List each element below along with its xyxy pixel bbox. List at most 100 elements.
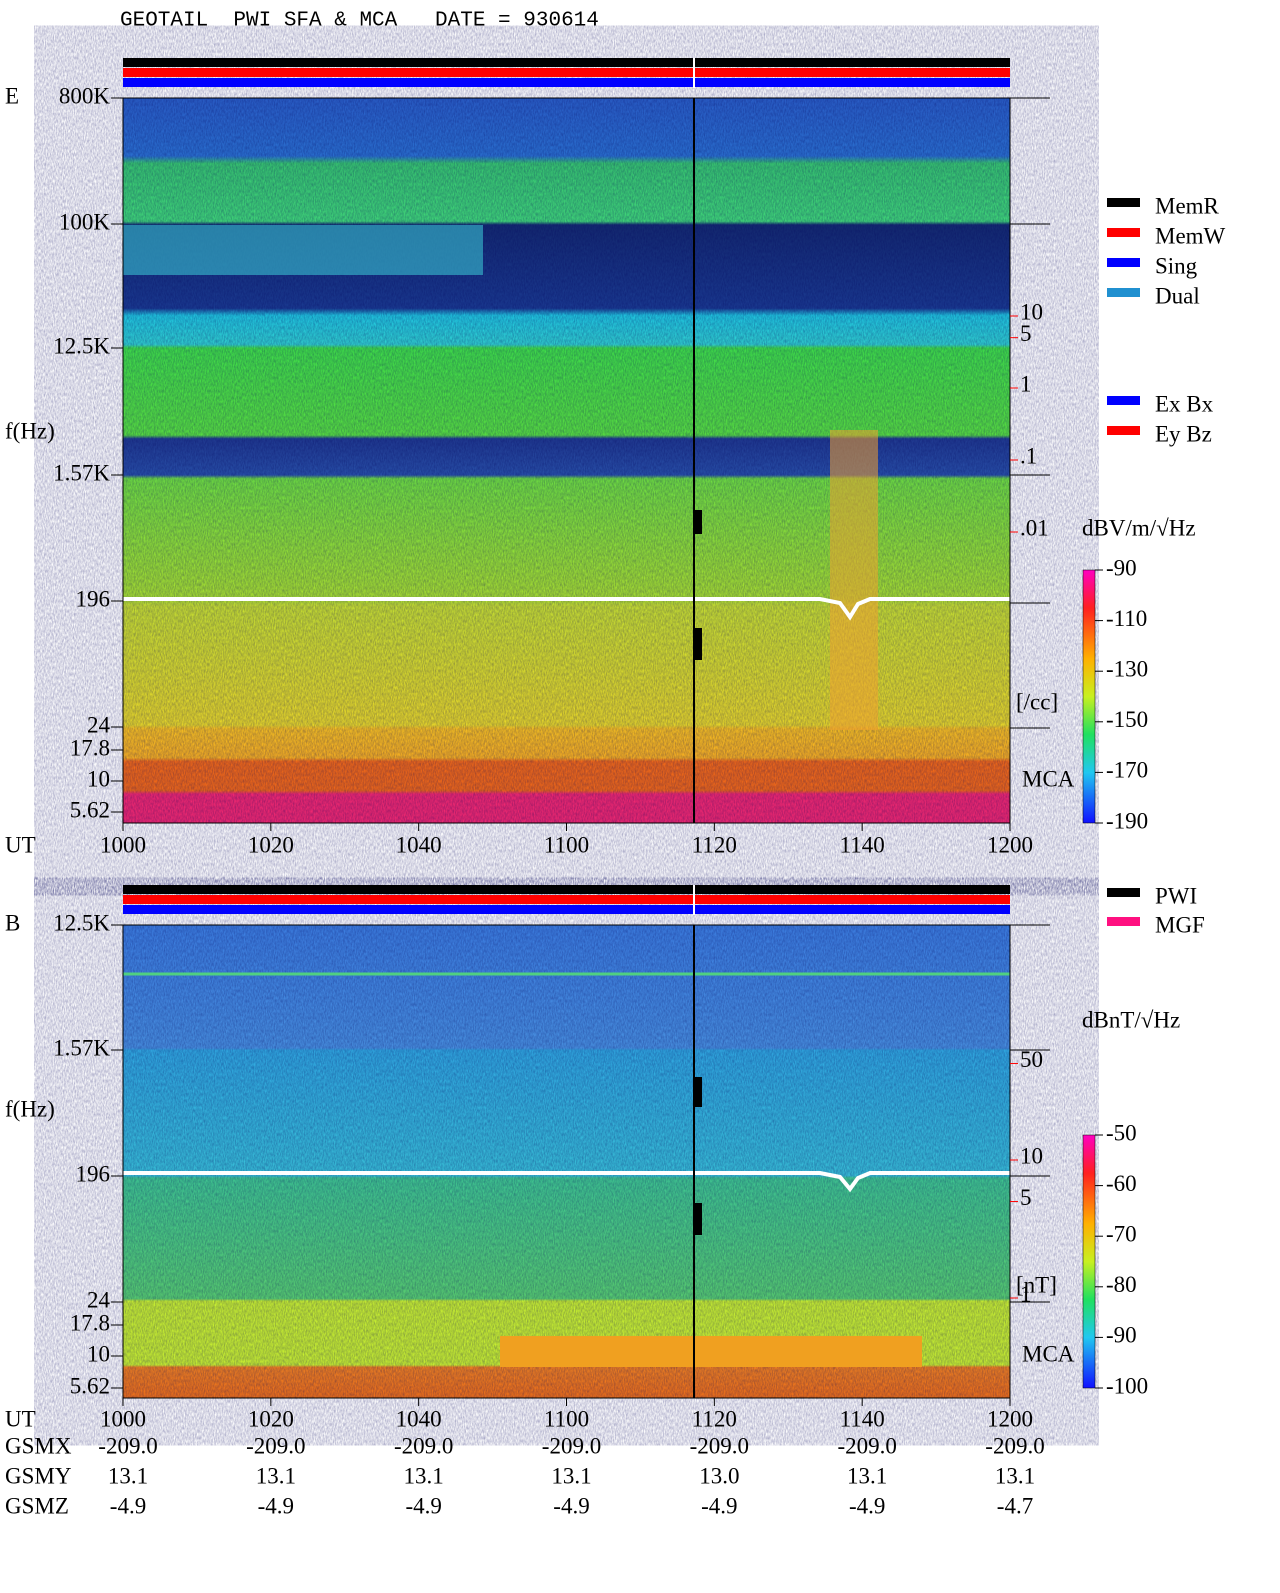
x-tick-label: 1100 bbox=[544, 832, 589, 857]
y-tick-label: 800K bbox=[59, 83, 111, 108]
density-tick-label: 1 bbox=[1020, 371, 1032, 396]
x-tick-label: 1020 bbox=[248, 1406, 294, 1431]
y-tick-label: 24 bbox=[87, 1287, 111, 1312]
status-bar bbox=[123, 58, 1010, 67]
orbit-value: -4.9 bbox=[110, 1493, 146, 1518]
colorbar-tick-label: -100 bbox=[1106, 1373, 1148, 1398]
x-tick-label: 1000 bbox=[100, 832, 146, 857]
density-tick-label: 1 bbox=[1020, 1281, 1032, 1306]
status-bar bbox=[123, 68, 1010, 77]
legend-swatch bbox=[1107, 288, 1140, 297]
legend-label: Ex Bx bbox=[1155, 391, 1214, 416]
colorbar-tick-label: -70 bbox=[1106, 1221, 1137, 1246]
plasma-line bbox=[123, 597, 1010, 621]
colorbar-tick-label: -170 bbox=[1106, 758, 1148, 783]
y-axis-label: f(Hz) bbox=[5, 1096, 55, 1121]
orbit-value: 13.1 bbox=[404, 1463, 444, 1488]
legend-swatch bbox=[1107, 426, 1140, 435]
panel-label: E bbox=[5, 83, 19, 108]
legend-label: Ey Bz bbox=[1155, 421, 1212, 446]
legend-label: MemR bbox=[1155, 193, 1220, 218]
status-bar bbox=[123, 905, 1010, 914]
mca-label: MCA bbox=[1022, 1341, 1075, 1366]
orbit-value: -209.0 bbox=[985, 1433, 1044, 1458]
density-tick-label: .1 bbox=[1020, 443, 1037, 468]
data-gap bbox=[693, 1203, 702, 1235]
y-tick-label: 5.62 bbox=[70, 1373, 110, 1398]
legend-swatch bbox=[1107, 396, 1140, 405]
density-tick-label: 5 bbox=[1020, 1185, 1032, 1210]
colorbar bbox=[1082, 569, 1096, 824]
orbit-value: 13.1 bbox=[551, 1463, 591, 1488]
x-tick-label: 1020 bbox=[248, 832, 294, 857]
x-tick-label: 1100 bbox=[544, 1406, 589, 1431]
density-unit: [/cc] bbox=[1016, 689, 1058, 714]
spectrogram-feature bbox=[123, 225, 483, 275]
y-axis-label: f(Hz) bbox=[5, 418, 55, 443]
x-tick-label: 1140 bbox=[840, 832, 885, 857]
legend-swatch bbox=[1107, 258, 1140, 267]
colorbar-tick-label: -90 bbox=[1106, 1323, 1137, 1348]
density-tick-label: 5 bbox=[1020, 321, 1032, 346]
orbit-value: -209.0 bbox=[394, 1433, 453, 1458]
data-gap bbox=[693, 1077, 702, 1107]
y-tick-label: 12.5K bbox=[53, 333, 110, 358]
colorbar-unit: dBV/m/√Hz bbox=[1082, 515, 1196, 540]
x-tick-label: 1200 bbox=[987, 1406, 1033, 1431]
orbit-value: -4.9 bbox=[701, 1493, 737, 1518]
x-axis-label: UT bbox=[5, 832, 36, 857]
colorbar-tick-label: -190 bbox=[1106, 808, 1148, 833]
legend-swatch bbox=[1107, 228, 1140, 237]
x-tick-label: 1120 bbox=[692, 1406, 737, 1431]
y-tick-label: 12.5K bbox=[53, 910, 110, 935]
status-bar bbox=[123, 885, 1010, 894]
title: GEOTAIL PWI SFA & MCA DATE = 930614 bbox=[120, 10, 599, 33]
colorbar-tick-label: -50 bbox=[1106, 1120, 1137, 1145]
y-tick-label: 196 bbox=[76, 586, 111, 611]
orbit-value: -209.0 bbox=[837, 1433, 896, 1458]
x-tick-label: 1040 bbox=[396, 832, 442, 857]
legend-label: Sing bbox=[1155, 253, 1198, 278]
orbit-value: -209.0 bbox=[542, 1433, 601, 1458]
y-tick-label: 1.57K bbox=[53, 1035, 110, 1060]
orbit-label: GSMY bbox=[5, 1463, 72, 1488]
spectrogram-feature bbox=[500, 1336, 922, 1367]
panel-label: B bbox=[5, 910, 20, 935]
y-tick-label: 10 bbox=[87, 766, 110, 791]
density-tick-label: 50 bbox=[1020, 1047, 1043, 1072]
density-tick-label: 10 bbox=[1020, 1143, 1043, 1168]
legend-swatch bbox=[1107, 917, 1140, 926]
colorbar-tick-label: -90 bbox=[1106, 555, 1137, 580]
colorbar-tick-label: -60 bbox=[1106, 1171, 1137, 1196]
orbit-value: 13.1 bbox=[108, 1463, 148, 1488]
density-tick-label: 10 bbox=[1020, 299, 1043, 324]
y-tick-label: 196 bbox=[76, 1161, 111, 1186]
orbit-label: GSMZ bbox=[5, 1493, 69, 1518]
legend-label: MGF bbox=[1155, 912, 1205, 937]
orbit-value: -4.9 bbox=[258, 1493, 294, 1518]
x-tick-label: 1120 bbox=[692, 832, 737, 857]
x-tick-label: 1000 bbox=[100, 1406, 146, 1431]
y-tick-label: 17.8 bbox=[70, 1310, 110, 1335]
status-bar bbox=[123, 895, 1010, 904]
x-tick-label: 1040 bbox=[396, 1406, 442, 1431]
colorbar-unit: dBnT/√Hz bbox=[1082, 1007, 1180, 1032]
data-gap bbox=[693, 510, 702, 534]
colorbar-tick-label: -150 bbox=[1106, 707, 1148, 732]
y-tick-label: 24 bbox=[87, 712, 111, 737]
legend-label: MemW bbox=[1155, 223, 1226, 248]
orbit-label: GSMX bbox=[5, 1433, 72, 1458]
spectrogram-feature bbox=[830, 430, 878, 730]
density-tick-label: .01 bbox=[1020, 515, 1049, 540]
x-tick-label: 1200 bbox=[987, 832, 1033, 857]
y-tick-label: 10 bbox=[87, 1341, 110, 1366]
orbit-value: -4.9 bbox=[405, 1493, 441, 1518]
orbit-value: 13.0 bbox=[699, 1463, 739, 1488]
orbit-value: 13.1 bbox=[995, 1463, 1035, 1488]
orbit-value: -4.9 bbox=[849, 1493, 885, 1518]
y-tick-label: 5.62 bbox=[70, 797, 110, 822]
annotations: Ef(Hz)UT800K100K12.5K1.57K1962417.8105.6… bbox=[5, 58, 1226, 1518]
x-tick-label: 1140 bbox=[840, 1406, 885, 1431]
colorbar-tick-label: -130 bbox=[1106, 656, 1148, 681]
orbit-value: -209.0 bbox=[246, 1433, 305, 1458]
